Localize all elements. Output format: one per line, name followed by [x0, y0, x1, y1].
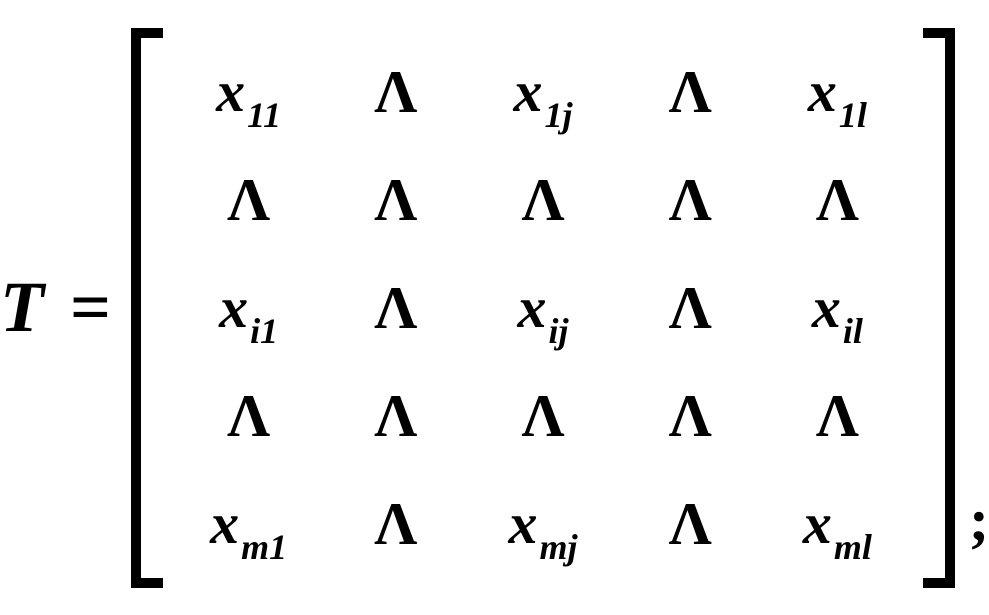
matrix-cell: Λ [522, 386, 565, 446]
matrix-cell: Λ [227, 386, 270, 446]
var-base: x [518, 279, 547, 337]
lambda-glyph: Λ [227, 386, 270, 446]
lhs-symbol: T [0, 267, 46, 347]
lambda-glyph: Λ [374, 62, 417, 122]
var-base: x [216, 63, 245, 121]
var-base: x [509, 495, 538, 553]
lambda-glyph: Λ [374, 170, 417, 230]
matrix-cell: Λ [669, 278, 712, 338]
lambda-glyph: Λ [669, 494, 712, 554]
matrix-cell: Λ [816, 386, 859, 446]
matrix-cell: Λ [374, 278, 417, 338]
matrix-cell: xij [518, 279, 569, 337]
matrix-cell: Λ [669, 62, 712, 122]
lambda-glyph: Λ [522, 386, 565, 446]
matrix-cell: Λ [227, 170, 270, 230]
matrix-cell: xmj [509, 495, 578, 553]
matrix-container: x11Λx1jΛx1lΛΛΛΛΛxi1ΛxijΛxilΛΛΛΛΛxm1ΛxmjΛ… [131, 28, 955, 588]
matrix-cell: xml [803, 495, 872, 553]
matrix-cell: Λ [374, 494, 417, 554]
equation-lhs: T= [0, 266, 113, 349]
var-base: x [803, 495, 832, 553]
lambda-glyph: Λ [816, 170, 859, 230]
var-base: x [219, 279, 248, 337]
matrix-grid: x11Λx1jΛx1lΛΛΛΛΛxi1ΛxijΛxilΛΛΛΛΛxm1ΛxmjΛ… [163, 28, 923, 588]
lambda-glyph: Λ [669, 170, 712, 230]
matrix-cell: Λ [669, 494, 712, 554]
matrix-cell: x1j [514, 63, 573, 121]
var-subscript: i1 [250, 313, 278, 349]
matrix-cell: xm1 [210, 495, 287, 553]
matrix-cell: Λ [816, 170, 859, 230]
lambda-glyph: Λ [374, 278, 417, 338]
var-subscript: ij [549, 313, 569, 349]
var-subscript: mj [540, 529, 578, 565]
var-subscript: m1 [241, 529, 287, 565]
matrix-cell: x11 [216, 63, 281, 121]
lambda-glyph: Λ [669, 278, 712, 338]
var-subscript: il [843, 313, 863, 349]
lambda-glyph: Λ [816, 386, 859, 446]
matrix-cell: Λ [669, 170, 712, 230]
var-base: x [210, 495, 239, 553]
matrix-cell: Λ [374, 62, 417, 122]
lambda-glyph: Λ [522, 170, 565, 230]
matrix-cell: x1l [808, 63, 867, 121]
matrix-equation: T= x11Λx1jΛx1lΛΛΛΛΛxi1ΛxijΛxilΛΛΛΛΛxm1Λx… [0, 0, 989, 615]
lambda-glyph: Λ [374, 494, 417, 554]
lambda-glyph: Λ [374, 386, 417, 446]
matrix-cell: Λ [522, 170, 565, 230]
matrix-cell: xi1 [219, 279, 278, 337]
var-base: x [808, 63, 837, 121]
lambda-glyph: Λ [227, 170, 270, 230]
var-base: x [812, 279, 841, 337]
var-subscript: ml [834, 529, 872, 565]
lambda-glyph: Λ [669, 62, 712, 122]
matrix-cell: xil [812, 279, 863, 337]
left-bracket [131, 28, 163, 588]
right-bracket [923, 28, 955, 588]
var-subscript: 11 [247, 97, 281, 133]
trailing-semicolon: ; [969, 486, 989, 615]
matrix-cell: Λ [669, 386, 712, 446]
matrix-cell: Λ [374, 386, 417, 446]
var-subscript: 1j [545, 97, 573, 133]
var-subscript: 1l [839, 97, 867, 133]
equals-sign: = [70, 267, 113, 347]
matrix-cell: Λ [374, 170, 417, 230]
lambda-glyph: Λ [669, 386, 712, 446]
var-base: x [514, 63, 543, 121]
